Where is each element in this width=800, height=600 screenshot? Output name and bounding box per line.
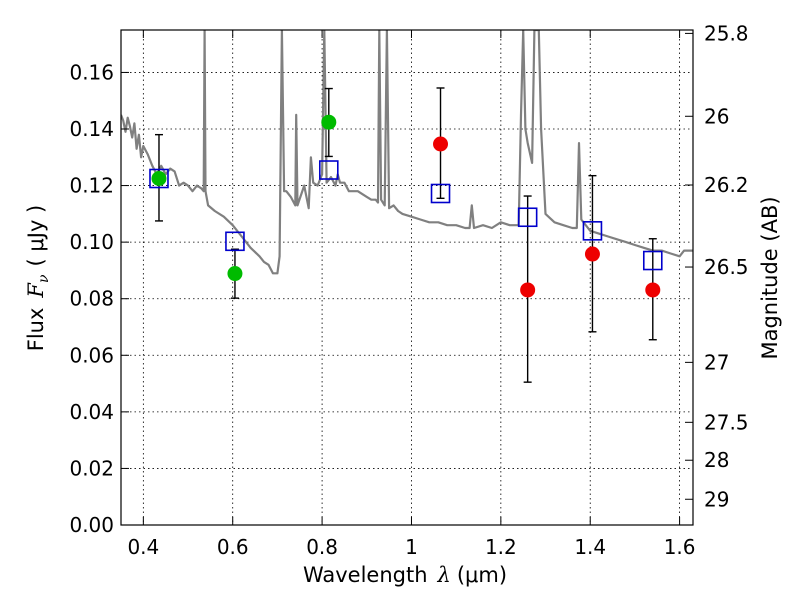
model-photometry-point [318, 160, 339, 180]
x-tick-label: 0.8 [306, 535, 338, 559]
y-tick-label: 0.00 [69, 513, 114, 537]
y2-tick-label: 26.2 [704, 173, 749, 197]
x-tick-label: 0.4 [127, 535, 159, 559]
y2-tick-label: 27 [704, 350, 729, 374]
model-photometry-point [225, 231, 245, 252]
y2-tick-label: 28 [704, 448, 729, 472]
y2-tick-label: 26.5 [704, 255, 749, 279]
model-photometry-point [517, 207, 538, 228]
y2-tick-label: 27.5 [704, 410, 749, 434]
low-significance-point [645, 282, 661, 298]
x-tick-label: 1.6 [664, 535, 696, 559]
tick-layer: 0.4 0.6 0.8 1 1.2 1.4 1.6 0.00 0.02 0.04 0.06 0.08 0… [69, 21, 748, 559]
y2-axis-label: Magnitude (AB) [758, 196, 782, 359]
model-photometry-point [430, 183, 451, 204]
plot-frame [120, 29, 694, 526]
x-tick-label: 0.6 [217, 535, 249, 559]
data-layer [121, 30, 693, 383]
detection-point [321, 114, 337, 130]
y-axis-label: FluxFν( μJy ) [24, 205, 52, 351]
y-tick-label: 0.04 [69, 400, 114, 424]
y-tick-label: 0.06 [69, 343, 114, 367]
model-photometry-point [582, 221, 603, 241]
x-tick-label: 1 [405, 535, 418, 559]
x-tick-label: 1.2 [485, 535, 517, 559]
low-significance-point [584, 246, 600, 262]
x-axis-label: Wavelength λ (μm) [303, 563, 507, 587]
model-photometry-point [642, 250, 663, 271]
y-tick-label: 0.10 [69, 230, 114, 254]
spectrum-line [121, 30, 693, 275]
y-tick-label: 0.14 [69, 117, 114, 141]
y-tick-label: 0.02 [69, 456, 114, 480]
y2-tick-label: 29 [704, 487, 729, 511]
y-tick-label: 0.08 [69, 287, 114, 311]
y-tick-label: 0.16 [69, 60, 114, 84]
y2-tick-label: 25.8 [704, 21, 749, 45]
model-photometry-point [149, 168, 169, 189]
x-tick-label: 1.4 [574, 535, 606, 559]
y-tick-label: 0.12 [69, 174, 114, 198]
detection-point [227, 266, 243, 282]
detection-point [151, 171, 167, 186]
y2-tick-label: 26 [704, 104, 729, 128]
low-significance-point [520, 282, 536, 298]
low-significance-point [433, 136, 449, 152]
